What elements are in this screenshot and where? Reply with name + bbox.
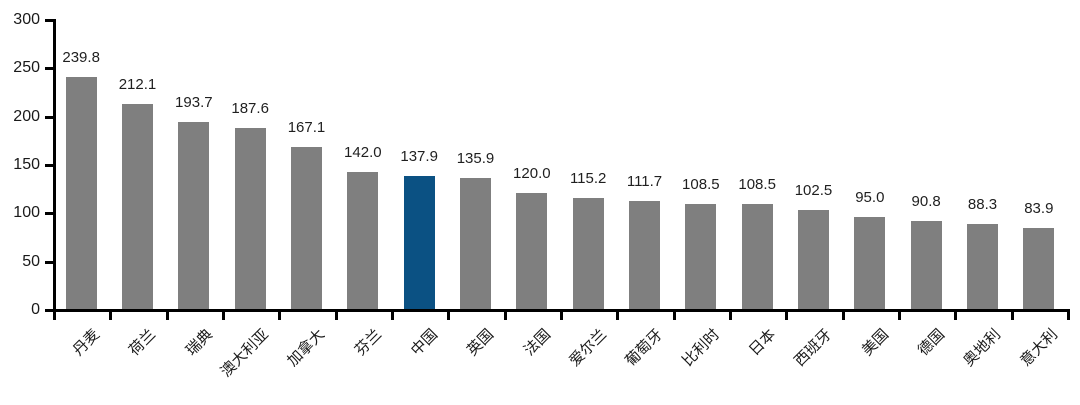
y-axis-tick-label: 300 bbox=[13, 11, 40, 28]
x-axis-label: 英国 bbox=[464, 326, 498, 360]
x-axis-tick bbox=[391, 312, 394, 320]
y-axis-tick bbox=[45, 164, 53, 167]
y-axis-tick-label: 0 bbox=[31, 301, 40, 318]
bar-中国 bbox=[403, 175, 435, 309]
x-axis-tick bbox=[1010, 312, 1014, 320]
bar-荷兰 bbox=[122, 103, 153, 309]
x-axis-tick bbox=[109, 312, 113, 320]
bar-value-label: 108.5 bbox=[682, 176, 720, 194]
x-axis-label: 美国 bbox=[858, 326, 892, 360]
bar-日本 bbox=[741, 204, 773, 309]
x-axis-label: 葡萄牙 bbox=[622, 326, 667, 370]
bar-value-label: 95.0 bbox=[855, 189, 885, 207]
x-axis-label: 日本 bbox=[745, 326, 780, 360]
x-axis-tick bbox=[616, 312, 620, 320]
x-axis-tick bbox=[841, 312, 845, 320]
bar-法国 bbox=[516, 193, 548, 309]
bar-value-label: 108.5 bbox=[738, 176, 776, 194]
bar-value-label: 239.8 bbox=[62, 49, 100, 67]
x-axis-label: 丹麦 bbox=[69, 326, 104, 360]
y-axis-tick bbox=[45, 212, 53, 216]
x-axis-tick bbox=[222, 312, 225, 320]
bar-value-label: 137.9 bbox=[400, 147, 438, 165]
x-axis-label: 比利时 bbox=[679, 326, 723, 370]
y-axis-tick bbox=[45, 67, 53, 71]
bar-英国 bbox=[460, 177, 491, 309]
y-axis-tick bbox=[45, 115, 53, 119]
y-axis-tick bbox=[45, 260, 53, 264]
y-axis-tick bbox=[45, 19, 53, 22]
x-axis-label: 爱尔兰 bbox=[566, 326, 611, 370]
x-axis-label: 芬兰 bbox=[351, 326, 385, 360]
y-axis-line bbox=[53, 19, 56, 312]
x-axis-label: 荷兰 bbox=[126, 326, 160, 360]
x-axis-tick bbox=[898, 312, 901, 320]
x-axis-label: 法国 bbox=[520, 326, 554, 360]
bar-value-label: 187.6 bbox=[231, 99, 269, 117]
bar-value-label: 83.9 bbox=[1024, 199, 1054, 217]
y-axis-tick bbox=[45, 309, 53, 312]
x-axis-tick bbox=[278, 312, 282, 320]
x-axis-label: 奥地利 bbox=[960, 326, 1005, 370]
bar-芬兰 bbox=[347, 171, 379, 309]
x-axis-tick bbox=[53, 312, 56, 320]
y-axis-tick-label: 250 bbox=[13, 59, 40, 77]
bar-value-label: 111.7 bbox=[626, 173, 663, 191]
bar-澳大利亚 bbox=[234, 127, 266, 309]
bar-value-label: 167.1 bbox=[287, 119, 326, 137]
y-axis-tick-label: 100 bbox=[13, 204, 40, 222]
x-axis-tick bbox=[785, 312, 789, 320]
x-axis-label: 澳大利亚 bbox=[217, 326, 273, 381]
x-axis-tick bbox=[334, 312, 338, 320]
bar-爱尔兰 bbox=[572, 197, 604, 309]
bar-德国 bbox=[910, 221, 942, 309]
x-axis-label: 瑞典 bbox=[182, 326, 216, 360]
bar-西班牙 bbox=[798, 209, 829, 309]
x-axis-label: 中国 bbox=[407, 326, 442, 360]
bar-value-label: 212.1 bbox=[118, 75, 157, 93]
x-axis-tick bbox=[672, 312, 676, 320]
x-axis-line bbox=[53, 309, 1070, 312]
bar-value-label: 142.0 bbox=[344, 143, 382, 161]
bar-加拿大 bbox=[291, 147, 322, 309]
x-axis-tick bbox=[560, 312, 563, 320]
x-axis-tick bbox=[165, 312, 169, 320]
bar-value-label: 193.7 bbox=[175, 93, 213, 111]
bar-value-label: 102.5 bbox=[794, 181, 833, 199]
bar-value-label: 88.3 bbox=[967, 195, 998, 213]
y-axis-tick-label: 50 bbox=[22, 252, 40, 270]
x-axis-label: 意大利 bbox=[1017, 326, 1061, 370]
x-axis-tick bbox=[729, 312, 732, 320]
x-axis-tick bbox=[447, 312, 451, 320]
bar-比利时 bbox=[685, 204, 717, 309]
bar-奥地利 bbox=[967, 223, 998, 309]
bar-意大利 bbox=[1023, 227, 1055, 309]
x-axis-label: 德国 bbox=[914, 326, 949, 360]
x-axis-tick bbox=[1067, 312, 1070, 320]
y-axis-tick-label: 200 bbox=[13, 107, 40, 125]
x-axis-tick bbox=[954, 312, 958, 320]
x-axis-label: 西班牙 bbox=[791, 326, 836, 370]
bar-瑞典 bbox=[178, 121, 210, 309]
bar-美国 bbox=[854, 217, 886, 309]
bar-value-label: 135.9 bbox=[456, 149, 495, 167]
x-axis-tick bbox=[503, 312, 507, 320]
bar-value-label: 120.0 bbox=[513, 165, 551, 182]
bar-葡萄牙 bbox=[629, 201, 660, 309]
bar-丹麦 bbox=[65, 77, 97, 309]
x-axis-label: 加拿大 bbox=[284, 326, 329, 370]
bar-value-label: 115.2 bbox=[569, 169, 607, 187]
y-axis-tick-label: 150 bbox=[13, 156, 40, 173]
bar-value-label: 90.8 bbox=[911, 193, 941, 211]
